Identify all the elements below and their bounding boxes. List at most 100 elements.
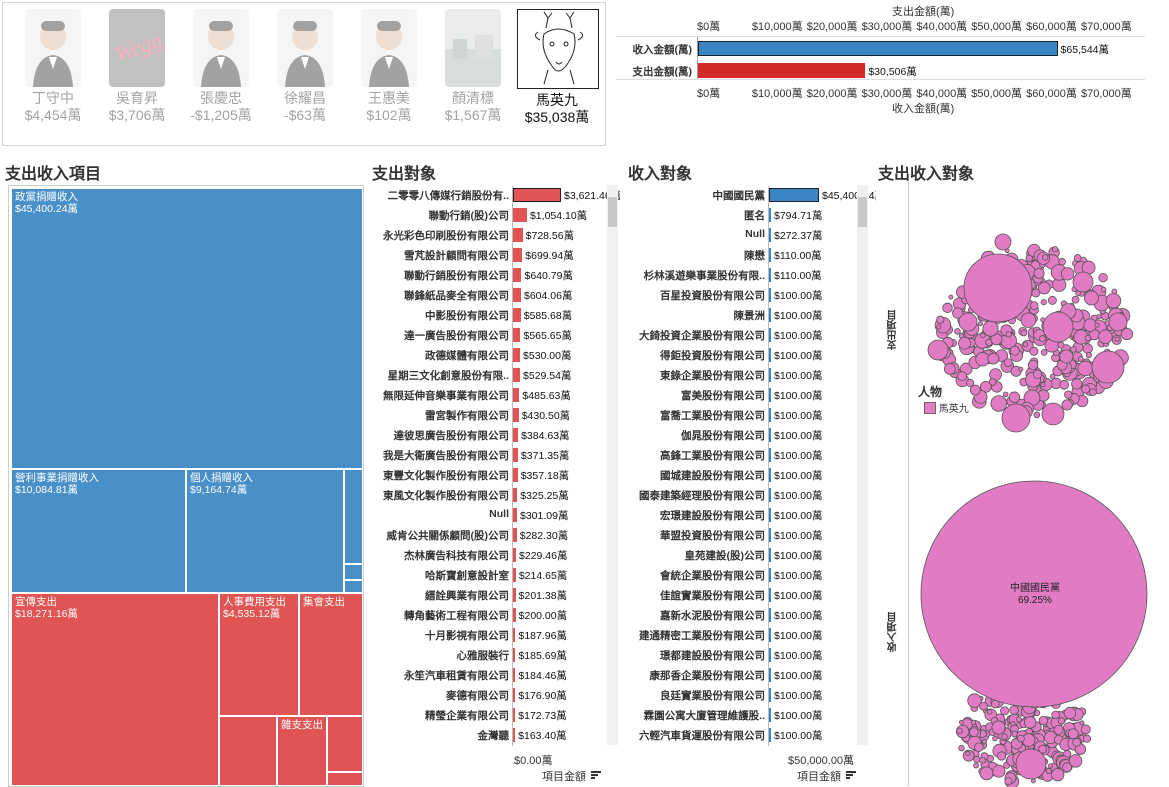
bubble[interactable]	[1058, 342, 1064, 348]
bar[interactable]	[769, 508, 771, 522]
bubble[interactable]	[995, 234, 1011, 250]
bar[interactable]	[769, 428, 771, 442]
bubble[interactable]	[1064, 707, 1076, 719]
candidate-card[interactable]: 張慶忠 -$1,205萬	[181, 9, 261, 124]
bubble[interactable]	[1059, 258, 1066, 265]
list-item[interactable]: 璟都建設股份有限公司 $100.00萬	[626, 646, 876, 664]
bar[interactable]	[513, 688, 515, 702]
bar[interactable]	[769, 408, 771, 422]
bubble[interactable]	[1101, 287, 1106, 292]
sort-icon[interactable]	[591, 770, 601, 778]
bubble[interactable]	[993, 765, 1005, 777]
list-item[interactable]: 中國國民黨$45,400.24萬	[626, 186, 876, 204]
bubble[interactable]	[1078, 361, 1093, 376]
expense-scrollbar[interactable]	[607, 185, 618, 745]
bubble[interactable]	[1082, 385, 1090, 393]
bubble[interactable]	[1003, 392, 1008, 397]
treemap-cell[interactable]: 個人捐贈收入 $9,164.74萬	[186, 469, 344, 593]
bubble[interactable]	[987, 710, 992, 715]
list-item[interactable]: 東豐文化製作股份有限公司 $357.18萬	[370, 466, 620, 484]
bar[interactable]	[513, 608, 516, 622]
treemap-cell[interactable]: 人事費用支出 $4,535.12萬	[219, 593, 299, 716]
bubble[interactable]	[969, 728, 978, 737]
bar[interactable]	[513, 208, 527, 222]
bubble[interactable]	[1043, 312, 1073, 342]
bubble[interactable]	[1062, 400, 1072, 410]
bubble[interactable]	[992, 721, 1005, 734]
bar[interactable]	[513, 368, 520, 382]
bubble[interactable]	[988, 353, 999, 364]
list-item[interactable]: 大錡投資企業股份有限公司 $100.00萬	[626, 326, 876, 344]
bubble[interactable]	[1024, 717, 1036, 729]
list-item[interactable]: 聯動行銷(股)公司 $1,054.10萬	[370, 206, 620, 224]
list-item[interactable]: 麥德有限公司 $176.90萬	[370, 686, 620, 704]
bar[interactable]	[513, 428, 518, 442]
list-item[interactable]: 霖園公寓大廈管理維護股.. $100.00萬	[626, 706, 876, 724]
bubble[interactable]	[974, 763, 979, 768]
list-item[interactable]: 佳誼實業股份有限公司 $100.00萬	[626, 586, 876, 604]
list-item[interactable]: 富喬工業股份有限公司 $100.00萬	[626, 406, 876, 424]
list-item[interactable]: 縉詮興業有限公司 $201.38萬	[370, 586, 620, 604]
list-item[interactable]: 伽晁股份有限公司 $100.00萬	[626, 426, 876, 444]
list-item[interactable]: 精瑩企業有限公司 $172.73萬	[370, 706, 620, 724]
bar[interactable]	[769, 648, 771, 662]
bubble[interactable]	[1042, 255, 1048, 261]
summary-bar[interactable]	[698, 63, 865, 78]
list-item[interactable]: 達一廣告股份有限公司 $565.65萬	[370, 326, 620, 344]
bar[interactable]	[769, 288, 771, 302]
treemap-cell[interactable]	[344, 469, 363, 564]
bubble[interactable]	[1042, 403, 1064, 425]
bar[interactable]	[769, 348, 771, 362]
list-item[interactable]: 星期三文化創意股份有限.. $529.54萬	[370, 366, 620, 384]
bubble[interactable]	[1005, 778, 1012, 785]
bubble[interactable]	[1109, 313, 1127, 331]
treemap-cell[interactable]: 雜支支出	[277, 716, 327, 786]
bubble[interactable]	[937, 316, 944, 323]
treemap-cell[interactable]: 集會支出	[299, 593, 363, 716]
bubble[interactable]	[1021, 330, 1027, 336]
list-item[interactable]: 康那香企業股份有限公司 $100.00萬	[626, 666, 876, 684]
list-item[interactable]: 東風文化製作股份有限公司 $325.25萬	[370, 486, 620, 504]
list-item[interactable]: 匿名 $794.71萬	[626, 206, 876, 224]
bar[interactable]	[769, 708, 771, 722]
bubble[interactable]	[975, 743, 984, 752]
bubble[interactable]	[1069, 755, 1082, 768]
list-item[interactable]: 杉林溪遊樂事業股份有限.. $110.00萬	[626, 266, 876, 284]
bubble[interactable]	[1023, 342, 1028, 347]
bubble[interactable]	[1115, 337, 1119, 341]
bar[interactable]	[769, 448, 771, 462]
bubble[interactable]	[1060, 350, 1073, 363]
bubble[interactable]	[1019, 367, 1023, 371]
bubble[interactable]	[1046, 768, 1051, 773]
bubble[interactable]	[974, 756, 981, 763]
bar[interactable]	[769, 268, 771, 282]
bubble[interactable]	[1081, 725, 1090, 734]
bubble[interactable]	[1011, 722, 1015, 726]
list-item[interactable]: 百星投資股份有限公司 $100.00萬	[626, 286, 876, 304]
list-item[interactable]: 聯鋒紙品麥全有限公司 $604.06萬	[370, 286, 620, 304]
bubble[interactable]	[1083, 735, 1090, 742]
list-item[interactable]: 哈斯寶創意設計室 $214.65萬	[370, 566, 620, 584]
bubble[interactable]	[1089, 389, 1096, 396]
bubble[interactable]	[970, 385, 980, 395]
bubble[interactable]	[1009, 392, 1020, 403]
list-item[interactable]: 富美股份有限公司 $100.00萬	[626, 386, 876, 404]
bubble[interactable]	[959, 337, 971, 349]
list-item[interactable]: 皇苑建設(股)公司 $100.00萬	[626, 546, 876, 564]
bubble[interactable]	[1030, 302, 1038, 310]
bubble[interactable]	[1004, 359, 1012, 367]
bubble[interactable]	[1048, 764, 1052, 768]
bubble[interactable]	[971, 720, 976, 725]
bar[interactable]	[769, 668, 771, 682]
bubble[interactable]	[1000, 707, 1008, 715]
bar[interactable]	[513, 728, 515, 742]
list-item[interactable]: 無限延伸音樂事業有限公司 $485.63萬	[370, 386, 620, 404]
legend-item[interactable]: 馬英九	[924, 400, 969, 415]
bubble[interactable]	[989, 379, 996, 386]
treemap-cell[interactable]	[327, 716, 363, 772]
bar[interactable]	[769, 528, 771, 542]
bubble[interactable]	[1106, 293, 1121, 308]
bar[interactable]	[513, 268, 521, 282]
treemap-cell[interactable]	[327, 772, 363, 786]
bar[interactable]	[769, 308, 771, 322]
